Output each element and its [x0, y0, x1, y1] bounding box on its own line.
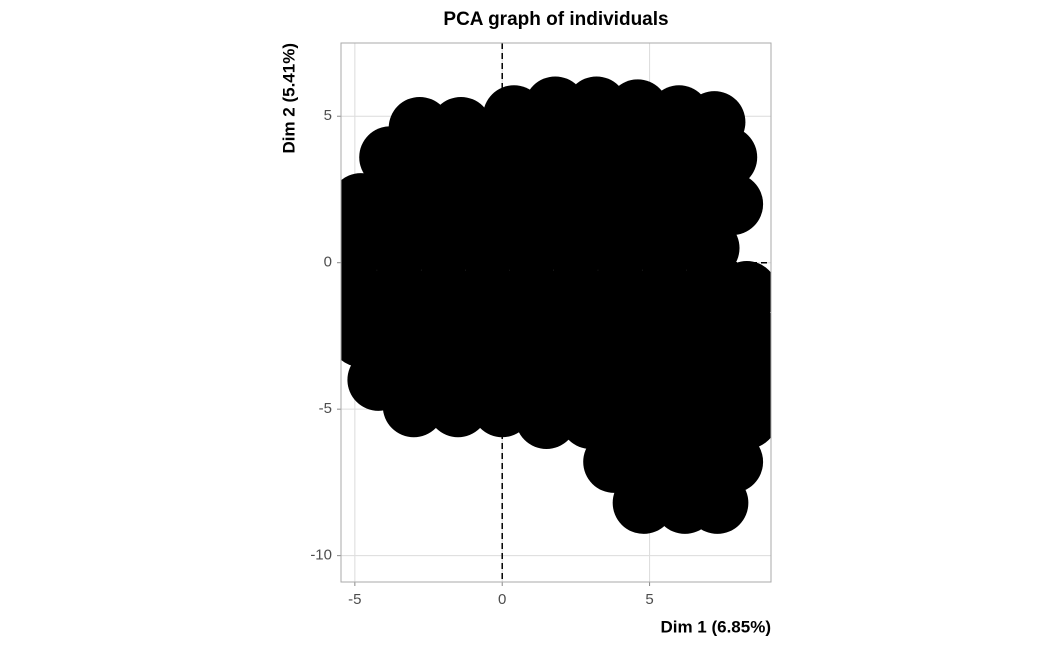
point	[500, 217, 563, 280]
point	[359, 126, 422, 189]
point	[515, 386, 578, 449]
point	[589, 217, 652, 280]
point	[624, 126, 687, 189]
point	[456, 217, 519, 280]
y-tick-label: -5	[319, 400, 332, 417]
y-tick-label: 0	[324, 254, 332, 271]
point	[536, 126, 599, 189]
x-tick-label: 0	[498, 591, 506, 608]
point	[412, 217, 475, 280]
point	[695, 126, 758, 189]
x-axis-title: Dim 1 (6.85%)	[660, 617, 771, 636]
point	[580, 126, 643, 189]
point	[633, 217, 696, 280]
point	[447, 126, 510, 189]
chart-title: PCA graph of individuals	[443, 9, 668, 30]
point	[382, 375, 445, 438]
overlay: -5 0 5 -10 -5 0 5	[310, 42, 772, 608]
plot-frame	[340, 42, 772, 583]
y-tick-label: -10	[310, 547, 332, 564]
point	[368, 217, 431, 280]
x-tick-label: -5	[348, 591, 361, 608]
point	[544, 217, 607, 280]
point	[677, 217, 740, 280]
y-tick-label: 5	[324, 107, 332, 124]
y-axis-title: Dim 2 (5.41%)	[279, 43, 298, 154]
point	[686, 471, 749, 534]
point	[427, 375, 490, 438]
point	[403, 126, 466, 189]
points	[341, 76, 771, 534]
x-tick-label: 5	[645, 591, 653, 608]
point	[491, 126, 554, 189]
